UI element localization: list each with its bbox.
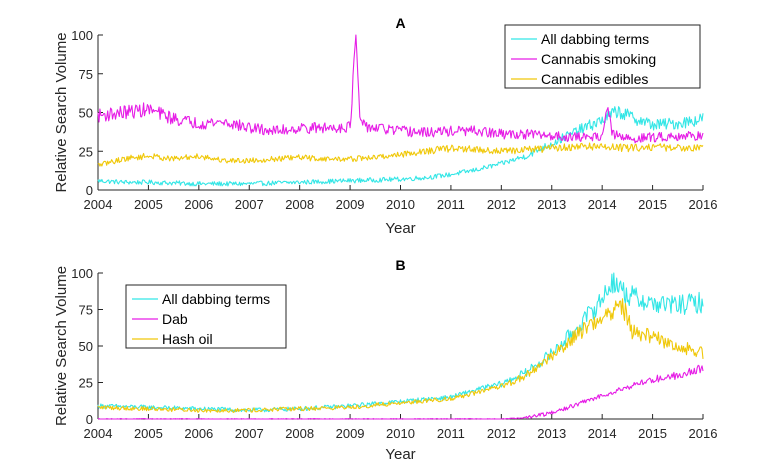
y-tick-label: 50 (79, 106, 93, 121)
panel-title: A (395, 15, 405, 31)
y-tick-label: 75 (79, 67, 93, 82)
y-axis-label: Relative Search Volume (53, 32, 70, 192)
legend: All dabbing terms Dab Hash oil (125, 284, 287, 349)
y-tick-label: 25 (79, 144, 93, 159)
y-tick-label: 100 (71, 28, 93, 43)
legend-box (504, 24, 701, 89)
legend-entry-label: Dab (162, 311, 188, 327)
x-tick-label: 2016 (689, 197, 718, 212)
x-tick-label: 2006 (184, 197, 213, 212)
y-tick-label: 50 (79, 339, 93, 354)
x-tick-label: 2013 (537, 197, 566, 212)
x-tick-label: 2011 (437, 426, 465, 441)
panel-title: B (395, 257, 405, 273)
y-tick-label: 100 (71, 266, 93, 281)
x-tick-label: 2012 (487, 426, 516, 441)
series-line-all-dabbing-terms (97, 272, 704, 413)
series-line-hash-oil (97, 298, 704, 413)
x-tick-label: 2014 (588, 197, 617, 212)
legend: All dabbing terms Cannabis smoking Cannabi… (504, 24, 701, 89)
x-tick-label: 2005 (134, 197, 163, 212)
legend-entry-label: All dabbing terms (162, 291, 270, 307)
x-tick-label: 2011 (437, 197, 465, 212)
x-tick-label: 2004 (84, 197, 113, 212)
y-tick-label: 0 (86, 183, 93, 198)
y-tick-label: 0 (86, 412, 93, 427)
x-tick-label: 2006 (184, 426, 213, 441)
chart-panel-a: 2004 2005 2006 2007 2008 2009 2010 2011 2012 2013… (53, 15, 717, 237)
series-line-all-dabbing-terms (97, 106, 704, 187)
x-tick-label: 2007 (235, 197, 264, 212)
x-tick-label: 2008 (285, 426, 314, 441)
x-tick-label: 2007 (235, 426, 264, 441)
x-tick-label: 2015 (638, 426, 667, 441)
x-tick-label: 2009 (336, 197, 365, 212)
x-axis-label: Year (385, 446, 415, 463)
x-tick-label: 2008 (285, 197, 314, 212)
x-tick-label: 2005 (134, 426, 163, 441)
legend-entry-label: All dabbing terms (541, 31, 649, 47)
x-tick-label: 2010 (386, 197, 415, 212)
y-tick-label: 25 (79, 376, 93, 391)
legend-entry-label: Cannabis edibles (541, 71, 648, 87)
y-axis-label: Relative Search Volume (53, 266, 70, 426)
chart-panel-b: 2004 2005 2006 2007 2008 2009 2010 2011 2012 2013… (53, 257, 717, 463)
x-tick-label: 2010 (386, 426, 415, 441)
y-tick-label: 75 (79, 303, 93, 318)
x-tick-label: 2004 (84, 426, 113, 441)
series-line-cannabis-smoking (97, 34, 704, 144)
legend-box (125, 284, 287, 349)
legend-entry-label: Cannabis smoking (541, 51, 656, 67)
x-tick-label: 2013 (537, 426, 566, 441)
x-tick-label: 2015 (638, 197, 667, 212)
legend-entry-label: Hash oil (162, 331, 213, 347)
series-line-dab (97, 364, 704, 420)
x-axis-label: Year (385, 220, 415, 237)
x-tick-label: 2016 (689, 426, 718, 441)
x-tick-label: 2009 (336, 426, 365, 441)
series-line-cannabis-edibles (97, 142, 704, 167)
x-tick-label: 2014 (588, 426, 617, 441)
x-tick-label: 2012 (487, 197, 516, 212)
